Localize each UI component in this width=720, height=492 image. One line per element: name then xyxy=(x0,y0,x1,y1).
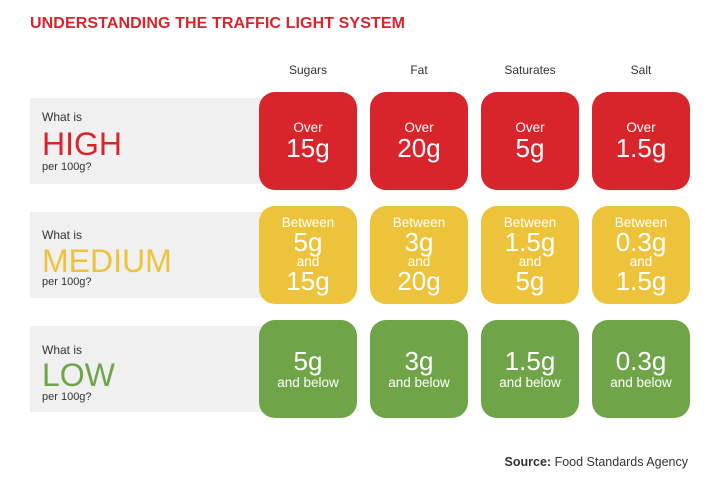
per-100g-text: per 100g? xyxy=(42,161,92,173)
column-header-fat: Fat xyxy=(410,63,428,77)
source-label: Source: xyxy=(504,455,552,469)
cell-value: 15g xyxy=(286,133,330,163)
level-medium: MEDIUM xyxy=(42,243,172,279)
cell-from-value: 0.3g xyxy=(615,227,667,257)
cell-from-value: 3g xyxy=(404,227,434,257)
cell-high-salt: Over 1.5g xyxy=(592,92,690,190)
cell-and-text: and xyxy=(407,254,431,269)
cell-and-text: and xyxy=(296,254,320,269)
cell-value: 5g xyxy=(293,346,323,376)
source-credit: Source: Food Standards Agency xyxy=(505,455,688,469)
cell-and-text: and xyxy=(629,254,653,269)
cell-medium-fat: Between 3g and 20g xyxy=(370,206,468,304)
cell-to-value: 5g xyxy=(515,266,545,296)
column-header-saturates: Saturates xyxy=(504,63,556,77)
cell-medium-salt: Between 0.3g and 1.5g xyxy=(592,206,690,304)
cell-pre-text: Over xyxy=(404,120,434,135)
cell-low-salt: 0.3g and below xyxy=(592,320,690,418)
what-is-text: What is xyxy=(42,228,83,242)
cell-value: 5g xyxy=(515,133,545,163)
cell-low-saturates: 1.5g and below xyxy=(481,320,579,418)
cell-value: 0.3g xyxy=(615,346,667,376)
source-text: Food Standards Agency xyxy=(554,455,688,469)
cell-high-fat: Over 20g xyxy=(370,92,468,190)
per-100g-text: per 100g? xyxy=(42,276,92,288)
cell-pre-text: Over xyxy=(293,120,323,135)
cell-post-text: and below xyxy=(499,375,561,390)
cell-pre-text: Over xyxy=(626,120,656,135)
cell-value: 3g xyxy=(404,346,434,376)
row-label-medium: What is MEDIUM per 100g? xyxy=(30,212,270,298)
cell-low-sugars: 5g and below xyxy=(259,320,357,418)
per-100g-text: per 100g? xyxy=(42,391,92,403)
cell-medium-sugars: Between 5g and 15g xyxy=(259,206,357,304)
column-header-sugars: Sugars xyxy=(288,63,328,77)
cell-from-value: 1.5g xyxy=(504,227,556,257)
cell-pre-text: Between xyxy=(503,215,557,230)
row-label-low: What is LOW per 100g? xyxy=(30,326,270,412)
what-is-text: What is xyxy=(42,343,83,357)
page-title: UNDERSTANDING THE TRAFFIC LIGHT SYSTEM xyxy=(30,15,406,32)
cell-from-value: 5g xyxy=(293,227,323,257)
cell-to-value: 1.5g xyxy=(615,266,667,296)
cell-post-text: and below xyxy=(277,375,339,390)
cell-pre-text: Between xyxy=(392,215,446,230)
column-header-salt: Salt xyxy=(630,63,652,77)
cell-value: 1.5g xyxy=(615,133,667,163)
cell-high-saturates: Over 5g xyxy=(481,92,579,190)
row-label-high: What is HIGH per 100g? xyxy=(30,98,270,184)
cell-value: 20g xyxy=(397,133,441,163)
cell-high-sugars: Over 15g xyxy=(259,92,357,190)
cell-to-value: 20g xyxy=(397,266,441,296)
cell-pre-text: Between xyxy=(614,215,668,230)
cell-medium-saturates: Between 1.5g and 5g xyxy=(481,206,579,304)
level-low: LOW xyxy=(42,357,115,393)
cell-value: 1.5g xyxy=(504,346,556,376)
cell-pre-text: Over xyxy=(515,120,545,135)
cell-and-text: and xyxy=(518,254,542,269)
level-high: HIGH xyxy=(42,126,122,162)
cell-post-text: and below xyxy=(388,375,450,390)
cell-to-value: 15g xyxy=(286,266,330,296)
cell-pre-text: Between xyxy=(281,215,335,230)
cell-post-text: and below xyxy=(610,375,672,390)
what-is-text: What is xyxy=(42,110,83,124)
cell-low-fat: 3g and below xyxy=(370,320,468,418)
